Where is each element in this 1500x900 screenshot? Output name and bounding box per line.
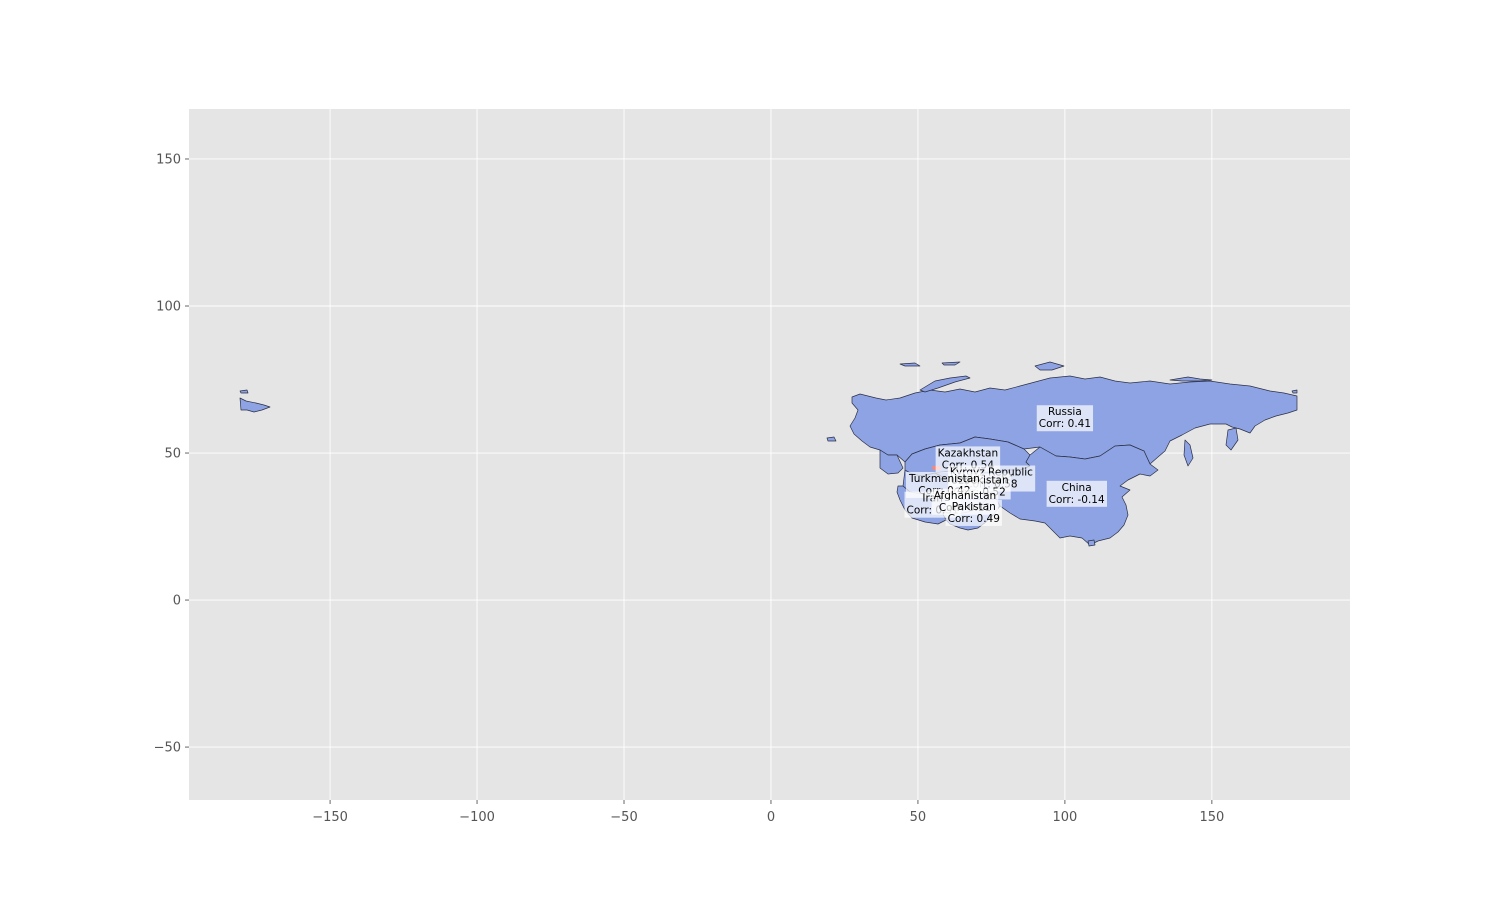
island-shape	[941, 361, 961, 366]
sakhalin-shape	[1225, 427, 1239, 451]
island-shape	[1034, 361, 1065, 371]
country-name-label: Kazakhstan	[938, 447, 999, 459]
y-tick-label: −50	[154, 741, 181, 756]
x-tick-label: 0	[767, 810, 775, 825]
y-tick-label: 0	[173, 594, 181, 609]
x-tick-label: −100	[459, 810, 495, 825]
x-tick-label: −50	[610, 810, 637, 825]
country-corr-label: Corr: 0.41	[1039, 418, 1091, 430]
x-tick-label: 100	[1052, 810, 1077, 825]
hainan-shape	[1087, 539, 1096, 547]
island-shape	[919, 375, 971, 393]
y-tick-label: 150	[156, 152, 181, 167]
axes-ticks: −150 −100 −50 0 50 100 150 −50 0 50 100 150	[154, 152, 1225, 825]
y-tick-label: 50	[164, 447, 181, 462]
country-corr-label: Corr: -0.14	[1049, 494, 1105, 506]
island-shape	[899, 362, 921, 367]
kamchatka-shape	[1183, 439, 1194, 467]
x-tick-label: 50	[910, 810, 927, 825]
country-label-box	[1046, 480, 1107, 507]
country-label-box	[1036, 405, 1094, 432]
country-shape-russia-east	[239, 397, 271, 413]
axes-background	[189, 109, 1350, 800]
country-name-label: Afghanistan	[934, 490, 997, 502]
country-shape-caucasus	[879, 449, 904, 475]
country-label-box	[945, 499, 1002, 526]
country-name-label: Pakistan	[952, 501, 996, 513]
x-tick-label: 150	[1199, 810, 1224, 825]
x-tick-label: −150	[312, 810, 348, 825]
y-tick-label: 100	[156, 300, 181, 315]
island-shape	[239, 389, 249, 394]
country-corr-label: Corr: 0.49	[948, 513, 1000, 525]
island-shape	[1169, 376, 1213, 382]
island-shape	[1291, 389, 1298, 394]
country-name-label: China	[1062, 482, 1092, 494]
country-name-label: Russia	[1048, 406, 1082, 418]
kaliningrad-shape	[826, 436, 837, 442]
country-name-label: Turkmenistan	[908, 473, 980, 485]
